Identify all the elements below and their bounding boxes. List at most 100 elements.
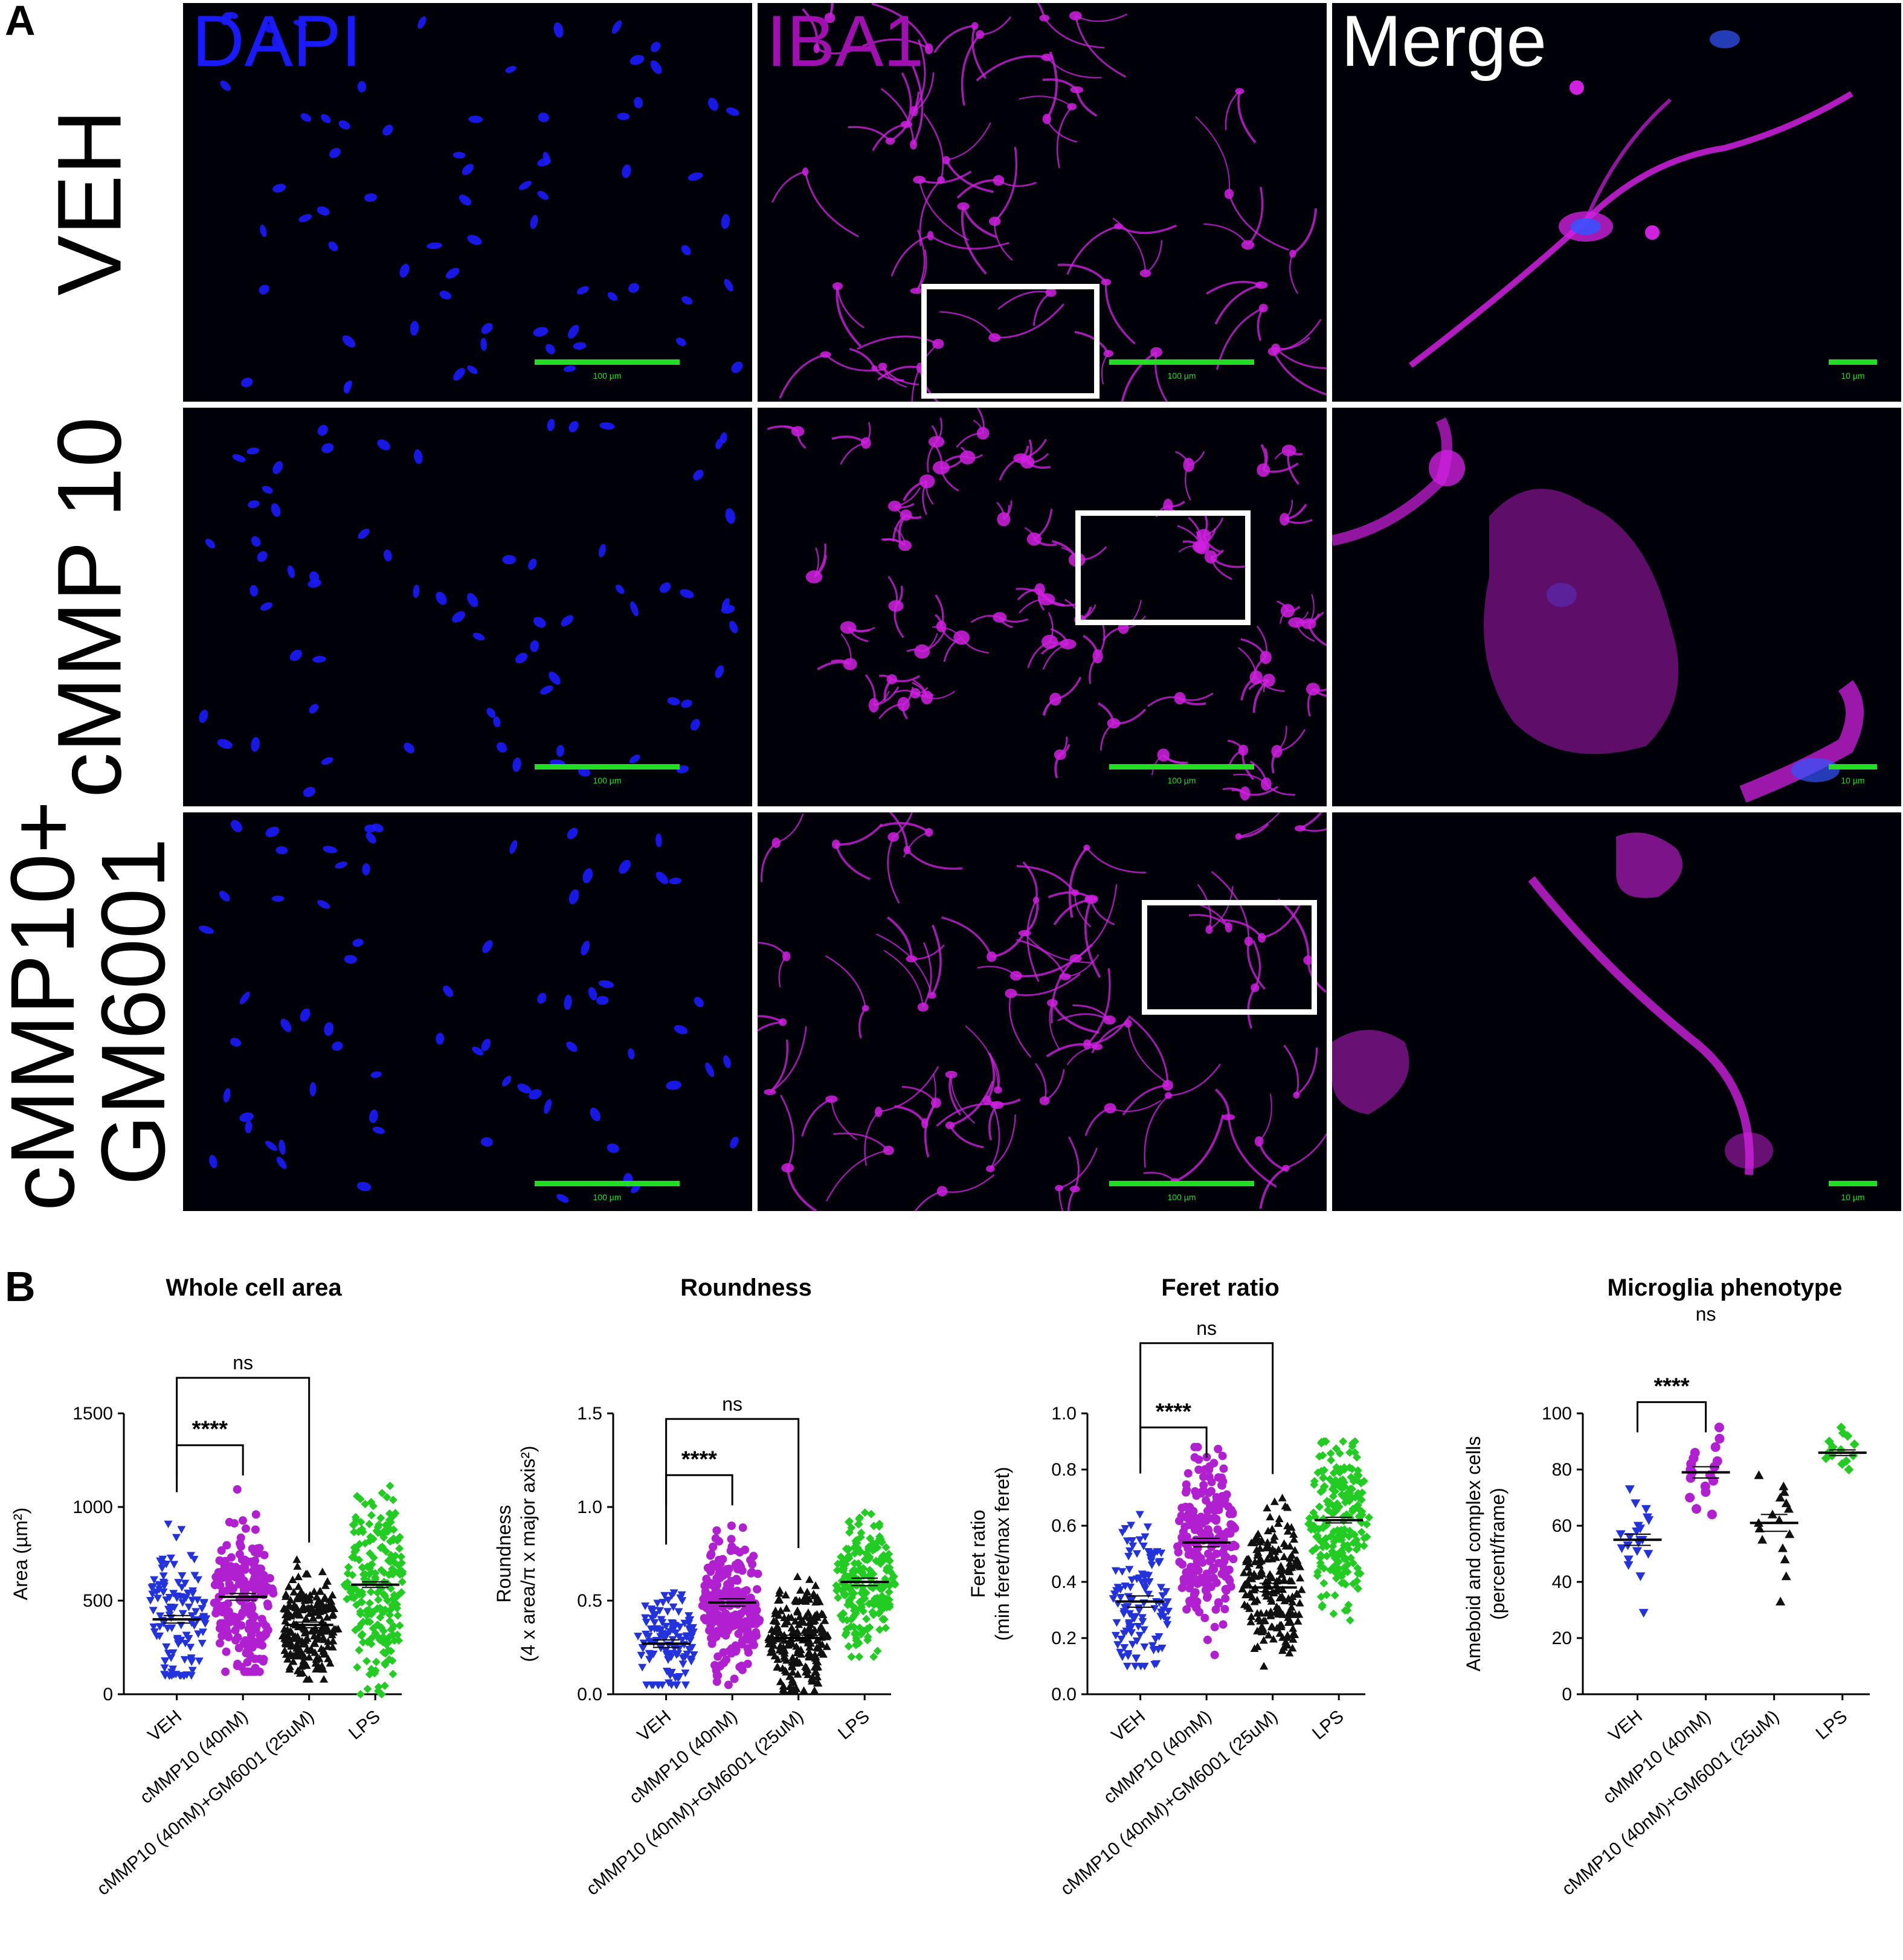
dapi-nucleus	[217, 739, 233, 749]
dapi-nucleus	[687, 172, 703, 181]
data-point	[354, 1528, 363, 1537]
panel-b-letter: B	[5, 1263, 36, 1310]
merge-process	[1584, 98, 1672, 222]
data-point	[1332, 1463, 1341, 1472]
data-point	[1229, 1540, 1238, 1549]
data-point	[795, 1658, 804, 1666]
data-point	[1274, 1576, 1283, 1584]
data-point	[1275, 1514, 1284, 1523]
data-point	[799, 1686, 808, 1694]
data-point	[689, 1651, 698, 1659]
data-point	[712, 1677, 721, 1686]
data-point	[281, 1592, 290, 1600]
significance-bracket	[176, 1377, 311, 1543]
data-point	[231, 1626, 240, 1635]
microglia-cell	[1083, 968, 1130, 1050]
data-point	[1174, 1547, 1183, 1557]
data-point	[772, 1617, 781, 1625]
y-tick-label: 1500	[72, 1404, 113, 1424]
data-point	[378, 1606, 387, 1615]
data-point	[1623, 1555, 1634, 1564]
dapi-nucleus	[576, 286, 589, 295]
dapi-nucleus	[230, 1038, 242, 1047]
data-point	[868, 1584, 877, 1593]
data-point	[315, 1611, 324, 1619]
data-point	[1217, 1481, 1226, 1490]
data-point	[1206, 1501, 1215, 1510]
data-point	[395, 1621, 404, 1630]
data-point	[1285, 1607, 1294, 1615]
series-2	[1750, 1470, 1798, 1605]
data-point	[161, 1672, 170, 1680]
data-point	[379, 1648, 388, 1657]
data-point	[1125, 1595, 1135, 1603]
data-point	[376, 1514, 385, 1523]
data-point	[1214, 1558, 1223, 1567]
dapi-nucleus	[598, 980, 614, 988]
row-label-line: cMMP10+	[0, 800, 93, 1211]
data-point	[707, 1549, 716, 1558]
dapi-nucleus	[680, 589, 694, 599]
microglia-cell	[1271, 336, 1327, 370]
data-point	[1331, 1444, 1341, 1453]
data-point	[1271, 1608, 1280, 1616]
data-point	[734, 1629, 743, 1638]
data-point	[194, 1630, 203, 1638]
data-point	[878, 1581, 887, 1590]
data-point	[1779, 1481, 1789, 1491]
microglia-cell	[802, 8, 854, 55]
data-point	[681, 1669, 690, 1677]
y-axis-label-2: (4 x area/π x major axis²)	[517, 1445, 539, 1662]
data-point	[374, 1595, 383, 1604]
data-point	[1264, 1631, 1273, 1639]
data-point	[310, 1587, 319, 1595]
data-point	[187, 1619, 196, 1627]
scale-bar	[1829, 359, 1877, 365]
data-point	[742, 1586, 751, 1595]
microglia-cell	[912, 679, 956, 705]
microglia-cell	[1254, 1093, 1288, 1172]
data-point	[358, 1528, 367, 1537]
data-point	[1195, 1608, 1204, 1617]
micrograph-r1-c2: 10 µm	[1332, 408, 1901, 806]
data-point	[356, 1494, 365, 1503]
dapi-nucleus	[669, 878, 682, 885]
chart-title: Whole cell area	[166, 1274, 342, 1301]
data-point	[650, 1625, 659, 1633]
data-point	[369, 1502, 378, 1511]
dapi-nucleus	[257, 551, 268, 562]
data-point	[1353, 1576, 1362, 1586]
dapi-nucleus	[219, 890, 230, 902]
data-point	[709, 1542, 718, 1551]
data-point	[787, 1624, 796, 1631]
row-label-1: cMMP 10	[39, 408, 140, 806]
data-point	[1283, 1640, 1292, 1649]
data-point	[1344, 1532, 1353, 1541]
data-point	[174, 1640, 183, 1648]
column-label-0: DAPI	[192, 1, 362, 82]
data-point	[836, 1611, 845, 1620]
data-point	[726, 1612, 735, 1621]
data-point	[854, 1520, 863, 1529]
data-point	[839, 1589, 848, 1598]
data-point	[769, 1641, 778, 1649]
dapi-nucleus	[329, 147, 341, 158]
y-tick-label: 0.4	[1051, 1572, 1077, 1592]
microglia-cell	[1289, 208, 1318, 294]
data-point	[221, 1667, 230, 1676]
data-point	[190, 1572, 199, 1580]
data-point	[1256, 1616, 1265, 1625]
chart-title: Roundness	[680, 1274, 812, 1301]
data-point	[358, 1590, 367, 1599]
y-axis-label: Roundness	[493, 1505, 515, 1603]
data-point	[1326, 1449, 1335, 1458]
data-point	[663, 1656, 672, 1664]
data-point	[1353, 1564, 1362, 1573]
series-1	[698, 1521, 764, 1689]
data-point	[1182, 1574, 1191, 1583]
data-point	[781, 1590, 790, 1599]
data-point	[169, 1671, 178, 1679]
data-point	[1268, 1545, 1277, 1553]
data-point	[181, 1639, 190, 1648]
dapi-nucleus	[530, 214, 538, 229]
